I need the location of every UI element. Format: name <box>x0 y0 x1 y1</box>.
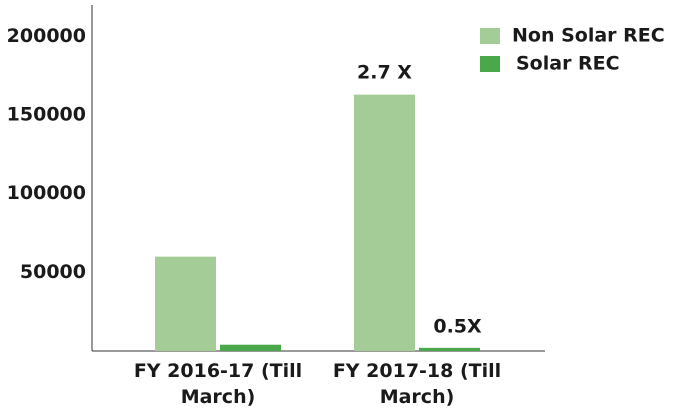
y-tick-label: 200000 <box>7 25 86 47</box>
annotation: 2.7 X <box>357 62 412 84</box>
annotation: 0.5X <box>433 316 482 338</box>
legend-label: Solar REC <box>516 53 620 75</box>
legend-label: Non Solar REC <box>512 25 665 47</box>
y-tick-label: 50000 <box>20 261 86 283</box>
y-tick-label: 150000 <box>7 104 86 126</box>
y-tick-label: 100000 <box>7 182 86 204</box>
x-tick-label: FY 2016-17 (Till March) <box>133 360 303 408</box>
legend-swatch <box>480 56 500 72</box>
bar <box>155 256 216 351</box>
bar <box>220 344 281 351</box>
bar <box>354 94 415 352</box>
bar <box>419 347 480 351</box>
x-tick-label: FY 2017-18 (Till March) <box>332 360 502 408</box>
legend-swatch <box>480 28 500 44</box>
